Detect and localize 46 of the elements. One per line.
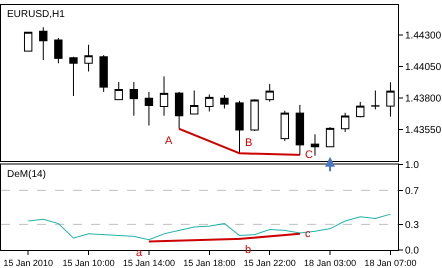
candlestick	[296, 104, 304, 156]
y-tick-label: 0.3	[405, 220, 420, 231]
candlestick	[326, 126, 334, 148]
candlestick	[371, 90, 380, 110]
candlestick	[190, 90, 198, 114]
y-tick-label: 1.0	[405, 160, 420, 172]
candlestick	[69, 56, 78, 96]
candlestick	[205, 94, 214, 112]
candlestick	[130, 82, 138, 116]
candlestick	[220, 94, 229, 110]
candlestick	[160, 76, 168, 116]
candlestick	[174, 91, 184, 130]
candlestick	[280, 110, 289, 142]
annotation: B	[245, 137, 252, 149]
y-tick-label: 0.0	[405, 246, 420, 256]
chart-title: EURUSD,H1	[7, 9, 66, 20]
y-tick-label: 1.43550	[405, 124, 442, 136]
x-tick-label: 18 Jan 07:00	[364, 258, 416, 268]
candlestick	[114, 82, 123, 100]
candlestick	[356, 101, 364, 118]
x-tick-label: 15 Jan 14:00	[122, 258, 175, 268]
line-series	[28, 214, 391, 240]
annotation: C	[305, 149, 313, 161]
x-tick-label: 15 Jan 22:00	[244, 258, 296, 268]
candlestick	[39, 26, 48, 61]
chart-title: DeM(14)	[7, 169, 46, 180]
candlestick	[250, 98, 259, 132]
x-tick-label: 15 Jan 10:00	[62, 258, 115, 268]
x-tick-label: 15 Jan 18:00	[183, 258, 236, 268]
y-tick-label: 1.44050	[405, 62, 442, 74]
candlestick	[340, 112, 350, 133]
candlestick	[54, 38, 63, 64]
y-tick-label: 1.43800	[405, 93, 442, 104]
candlestick	[310, 134, 320, 156]
candlestick	[99, 54, 108, 92]
candlestick	[24, 32, 32, 52]
y-tick-label: 1.44300	[405, 30, 442, 42]
candlestick	[265, 83, 274, 102]
candlestick	[144, 91, 154, 126]
x-tick-label: 15 Jan 2010	[3, 258, 53, 268]
annotation: A	[165, 135, 173, 147]
candlestick	[235, 100, 244, 154]
candlestick	[84, 44, 93, 72]
x-tick-label: 18 Jan 03:00	[304, 258, 356, 268]
candlestick	[386, 82, 395, 118]
y-tick-label: 0.7	[405, 186, 420, 197]
